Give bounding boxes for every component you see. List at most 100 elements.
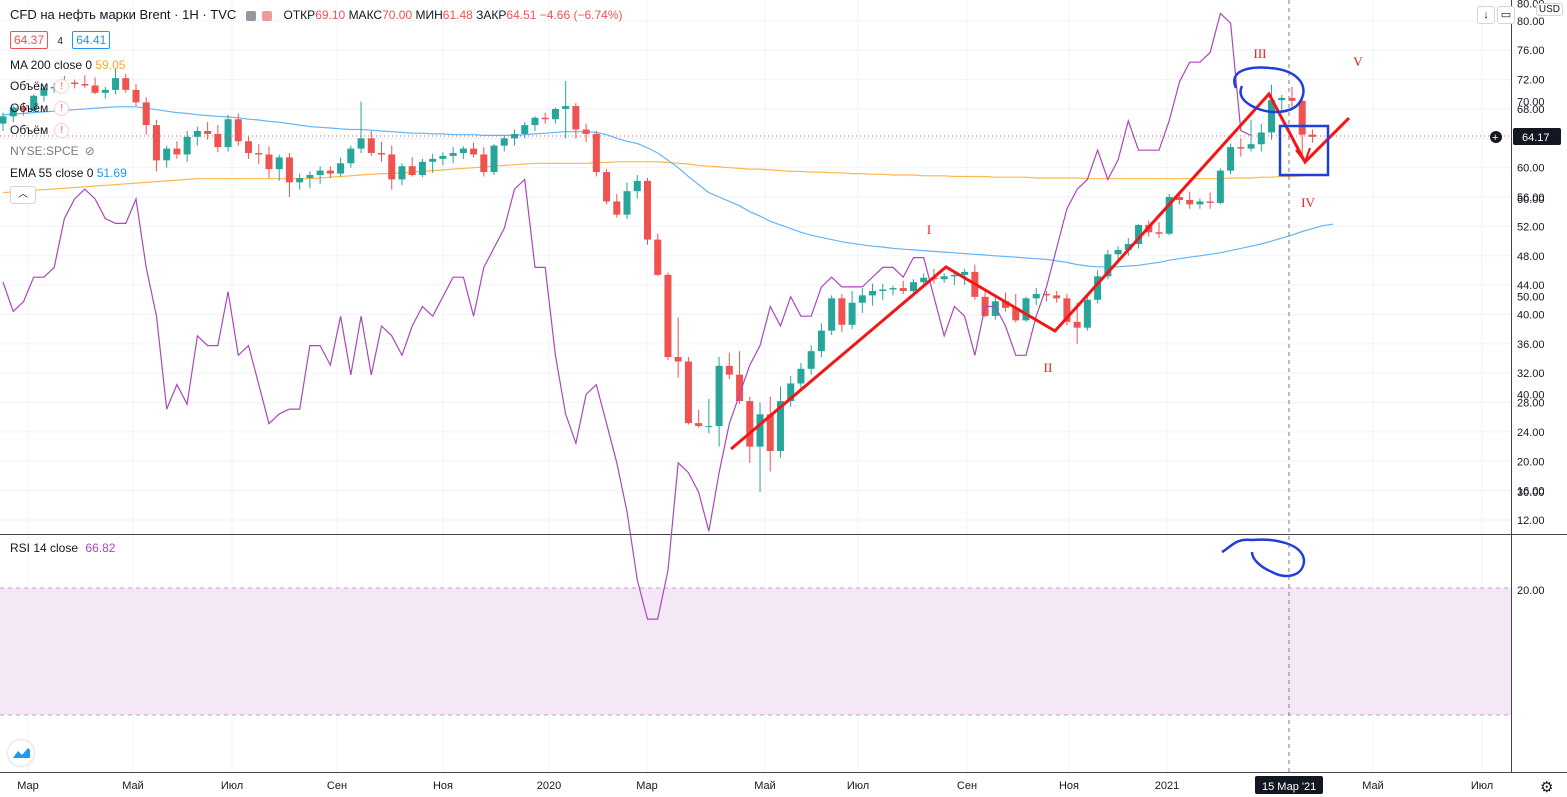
candle-body <box>511 133 518 139</box>
candle-body <box>367 138 375 153</box>
candle-body <box>858 295 866 303</box>
candle <box>30 94 38 113</box>
hidden-eye-icon[interactable]: ⊘ <box>84 144 95 158</box>
candle-body <box>674 357 682 362</box>
candle <box>643 177 651 245</box>
visibility-toggle-icon[interactable] <box>245 10 256 21</box>
candle <box>776 386 784 458</box>
candle <box>940 273 948 283</box>
price-tick-label: 12.00 <box>1517 515 1545 527</box>
candle-body <box>521 125 529 134</box>
candle <box>449 147 457 164</box>
symbol-title[interactable]: CFD на нефть марки Brent · 1Н · TVC <box>10 7 237 22</box>
candle <box>603 169 611 205</box>
candle-body <box>756 414 764 447</box>
time-tick-label: Июл <box>221 780 243 792</box>
compare-icon[interactable] <box>261 10 272 21</box>
ma200-legend[interactable]: MA 200 close 0 59.05 <box>10 58 126 72</box>
ma200-series <box>2 161 1313 194</box>
candle-body <box>9 107 17 117</box>
rsi-tick-label: 50.00 <box>1517 292 1545 304</box>
candle-body <box>1032 293 1040 299</box>
price-tick-label: 40.00 <box>1517 309 1545 321</box>
rsi-legend[interactable]: RSI 14 close 66.82 <box>10 541 116 555</box>
price-tick-label: 32.00 <box>1517 368 1545 380</box>
candle-body <box>572 106 580 130</box>
candle-body <box>19 107 27 111</box>
buy-price-button[interactable]: 64.41 <box>72 31 111 49</box>
candle-body <box>766 414 774 452</box>
ma200-line <box>2 161 1313 194</box>
candle-body <box>306 175 314 178</box>
warning-icon[interactable]: ! <box>54 101 70 117</box>
ema55-legend[interactable]: EMA 55 close 0 51.69 <box>10 166 127 180</box>
candle <box>204 122 212 140</box>
sell-price-button[interactable]: 64.37 <box>10 31 49 49</box>
currency-label[interactable]: USD <box>1535 3 1563 16</box>
volume-legend-2[interactable]: Объём! <box>10 101 70 117</box>
price-badge: 64.17 <box>1522 132 1550 144</box>
volume-legend-3[interactable]: Объём! <box>10 123 70 139</box>
warning-icon[interactable]: ! <box>54 123 70 139</box>
price-tick-label: 52.00 <box>1517 221 1545 233</box>
price-badge-bg <box>1513 128 1561 145</box>
price-tick-label: 36.00 <box>1517 339 1545 351</box>
price-tick-label: 60.00 <box>1517 163 1545 175</box>
candle <box>224 114 232 152</box>
price-tick-label: 44.00 <box>1517 280 1545 292</box>
candle <box>1063 293 1071 326</box>
candle-body <box>551 108 559 120</box>
candle-body <box>1063 298 1071 322</box>
time-tick-label: Сен <box>957 780 977 792</box>
candle <box>705 398 713 434</box>
compare-legend[interactable]: NYSE:SPCE ⊘ <box>10 144 95 158</box>
volume-legend-1[interactable]: Объём! <box>10 79 70 95</box>
candle <box>869 283 877 306</box>
candle-body <box>1083 299 1091 328</box>
candle-body <box>439 155 447 159</box>
candle-body <box>316 170 324 176</box>
candle-body <box>920 277 928 283</box>
rsi-tick-label: 60.00 <box>1517 194 1545 206</box>
time-tick-label: Ноя <box>433 780 453 792</box>
maximize-pane-button[interactable]: ▭ <box>1497 6 1515 24</box>
candle-body <box>30 95 38 111</box>
time-tick-label: 2020 <box>537 780 561 792</box>
settings-gear-icon[interactable]: ⚙ <box>1540 779 1553 796</box>
candle-body <box>1104 254 1112 277</box>
candle <box>91 77 99 95</box>
candle-body <box>940 276 948 280</box>
candle-body <box>81 84 89 86</box>
candle <box>245 136 253 159</box>
candle <box>480 147 488 177</box>
candle-body <box>1206 201 1214 203</box>
candle <box>848 290 856 330</box>
price-tick-label: 48.00 <box>1517 251 1545 263</box>
candle-body <box>388 154 396 180</box>
highlight-circle-price <box>1233 66 1305 114</box>
candle <box>183 130 191 162</box>
candle-body <box>623 191 631 215</box>
tradingview-logo-icon[interactable] <box>8 740 34 766</box>
price-tick-label: 68.00 <box>1517 104 1545 116</box>
add-alert-icon[interactable] <box>1490 131 1502 143</box>
move-down-button[interactable]: ↓ <box>1477 6 1495 24</box>
warning-icon[interactable]: ! <box>54 79 70 95</box>
collapse-legend-button[interactable]: ︿ <box>10 186 36 204</box>
candle <box>193 126 201 146</box>
candle-body <box>234 119 242 142</box>
candle-body <box>1216 170 1224 203</box>
candle <box>1206 192 1214 209</box>
candle-body <box>807 351 815 369</box>
candle-body <box>1022 298 1030 321</box>
candle-body <box>1237 147 1245 149</box>
candle-series <box>0 68 1316 493</box>
highlight-box <box>1278 124 1330 177</box>
candle <box>398 163 406 186</box>
candle <box>337 157 345 177</box>
candle-body <box>1124 244 1132 250</box>
candle <box>511 129 518 146</box>
candle-body <box>776 401 784 452</box>
candle-body <box>40 88 48 96</box>
candle <box>50 83 58 93</box>
